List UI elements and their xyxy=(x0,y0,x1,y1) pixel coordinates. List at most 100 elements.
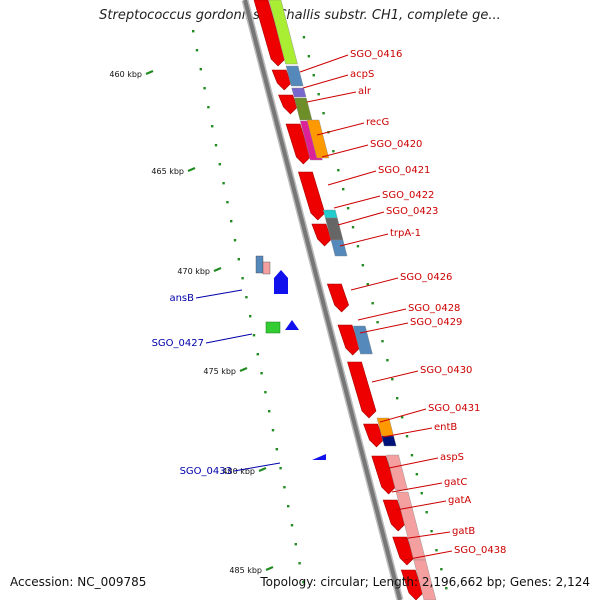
gene-label-leader xyxy=(401,531,451,540)
gene-label-entb[interactable]: entB xyxy=(434,422,457,433)
reverse-gene-arrow[interactable] xyxy=(274,270,288,294)
map-title: Streptococcus gordonii str. Challis subs… xyxy=(99,8,501,23)
forward-gene-arrow[interactable] xyxy=(400,569,424,600)
forward-gene-arrow[interactable] xyxy=(337,324,361,356)
gene-label-sgo_0420[interactable]: SGO_0420 xyxy=(370,139,422,150)
gene-feature-block[interactable] xyxy=(306,119,330,159)
forward-gene-arrow[interactable] xyxy=(392,536,415,566)
gene-label-sgo_0421[interactable]: SGO_0421 xyxy=(378,165,430,176)
reverse-gene-block[interactable] xyxy=(265,321,281,334)
scale-dot xyxy=(195,49,199,52)
scale-dot xyxy=(211,125,214,128)
gene-label-leader xyxy=(316,122,365,136)
gene-label-ansb[interactable]: ansB xyxy=(169,293,194,304)
scale-dot xyxy=(275,448,278,451)
forward-gene-arrow[interactable] xyxy=(382,499,406,532)
gene-label-gata[interactable]: gatA xyxy=(448,495,471,506)
gene-label-leader xyxy=(233,462,281,472)
scale-dot xyxy=(346,207,350,210)
scale-dot xyxy=(214,144,218,147)
scale-dot xyxy=(264,391,267,394)
scale-tick-label: 475 kbp xyxy=(203,367,236,376)
forward-gene-arrow[interactable] xyxy=(311,223,332,247)
reverse-gene-arrow[interactable] xyxy=(285,320,299,330)
forward-gene-arrow[interactable] xyxy=(371,455,396,495)
gene-label-trpa-1[interactable]: trpA-1 xyxy=(390,228,421,239)
gene-label-leader xyxy=(327,170,377,186)
gene-label-sgo_0423[interactable]: SGO_0423 xyxy=(386,206,438,217)
scale-dot xyxy=(391,378,394,381)
scale-dot xyxy=(322,112,325,115)
gene-label-leader xyxy=(382,427,433,438)
gene-feature-block[interactable] xyxy=(352,325,373,355)
scale-dot xyxy=(260,372,263,375)
forward-gene-arrow[interactable] xyxy=(271,69,292,91)
scale-dot xyxy=(279,467,282,470)
scale-dot xyxy=(271,429,275,432)
scale-dot xyxy=(302,36,306,39)
gene-feature-block[interactable] xyxy=(322,209,338,219)
forward-gene-arrow[interactable] xyxy=(278,94,298,115)
gene-feature-block[interactable] xyxy=(268,0,298,65)
gene-label-sgo_0426[interactable]: SGO_0426 xyxy=(400,272,452,283)
scale-dot xyxy=(245,296,248,299)
scale-dot xyxy=(222,182,225,185)
reverse-gene-block[interactable] xyxy=(262,261,271,275)
gene-label-leader xyxy=(321,144,369,158)
forward-gene-arrow[interactable] xyxy=(363,423,384,448)
gene-feature-block[interactable] xyxy=(381,435,397,447)
gene-label-alr[interactable]: alr xyxy=(358,86,372,97)
gene-feature-block[interactable] xyxy=(386,454,408,491)
scale-dot xyxy=(290,524,294,527)
gene-label-gatc[interactable]: gatC xyxy=(444,477,467,488)
gene-label-leader xyxy=(205,333,253,344)
scale-dot xyxy=(425,511,428,514)
scale-dot xyxy=(226,201,229,204)
gene-feature-block[interactable] xyxy=(413,559,437,600)
gene-feature-block[interactable] xyxy=(291,87,307,98)
gene-label-recg[interactable]: recG xyxy=(366,117,389,128)
gene-label-sgo_0438[interactable]: SGO_0438 xyxy=(454,545,506,556)
scale-dot xyxy=(207,106,210,109)
scale-dot xyxy=(376,321,379,324)
forward-gene-arrow[interactable] xyxy=(298,171,326,221)
reverse-gene-block[interactable] xyxy=(255,255,264,274)
gene-label-leader xyxy=(357,308,407,321)
gene-label-sgo_0416[interactable]: SGO_0416 xyxy=(350,49,402,60)
gene-feature-block[interactable] xyxy=(330,239,348,257)
accession-text: Accession: NC_009785 xyxy=(10,575,147,589)
scale-tick-mark xyxy=(187,166,196,173)
scale-dot xyxy=(287,505,290,508)
scale-dot xyxy=(230,220,233,223)
forward-gene-arrow[interactable] xyxy=(253,0,286,67)
forward-gene-arrow[interactable] xyxy=(285,123,311,165)
scale-dot xyxy=(337,169,340,172)
gene-label-leader xyxy=(371,370,419,383)
scale-dot xyxy=(312,74,315,77)
scale-dot xyxy=(192,30,195,33)
scale-dot xyxy=(298,562,301,565)
gene-feature-block[interactable] xyxy=(285,65,304,87)
scale-dot xyxy=(386,359,389,362)
scale-dot xyxy=(283,486,286,489)
gene-label-acps[interactable]: acpS xyxy=(350,69,374,80)
gene-label-sgo_0427[interactable]: SGO_0427 xyxy=(152,338,204,349)
forward-gene-arrow[interactable] xyxy=(347,361,377,419)
gene-label-gatb[interactable]: gatB xyxy=(452,526,475,537)
scale-dot xyxy=(233,239,237,242)
gene-label-sgo_0430[interactable]: SGO_0430 xyxy=(420,365,472,376)
gene-label-sgo_0422[interactable]: SGO_0422 xyxy=(382,190,434,201)
gene-label-leader xyxy=(359,322,409,334)
gene-label-sgo_0428[interactable]: SGO_0428 xyxy=(408,303,460,314)
reverse-gene-arrow[interactable] xyxy=(312,454,326,460)
gene-label-asps[interactable]: aspS xyxy=(440,452,464,463)
scale-dot xyxy=(396,397,399,400)
gene-label-sgo_0433[interactable]: SGO_0433 xyxy=(180,466,232,477)
gene-label-leader xyxy=(391,482,443,493)
topology-summary: Topology: circular; Length: 2,196,662 bp… xyxy=(260,575,590,589)
scale-dot xyxy=(241,277,244,280)
gene-label-sgo_0431[interactable]: SGO_0431 xyxy=(428,403,480,414)
gene-label-sgo_0429[interactable]: SGO_0429 xyxy=(410,317,462,328)
forward-gene-arrow[interactable] xyxy=(326,283,349,313)
